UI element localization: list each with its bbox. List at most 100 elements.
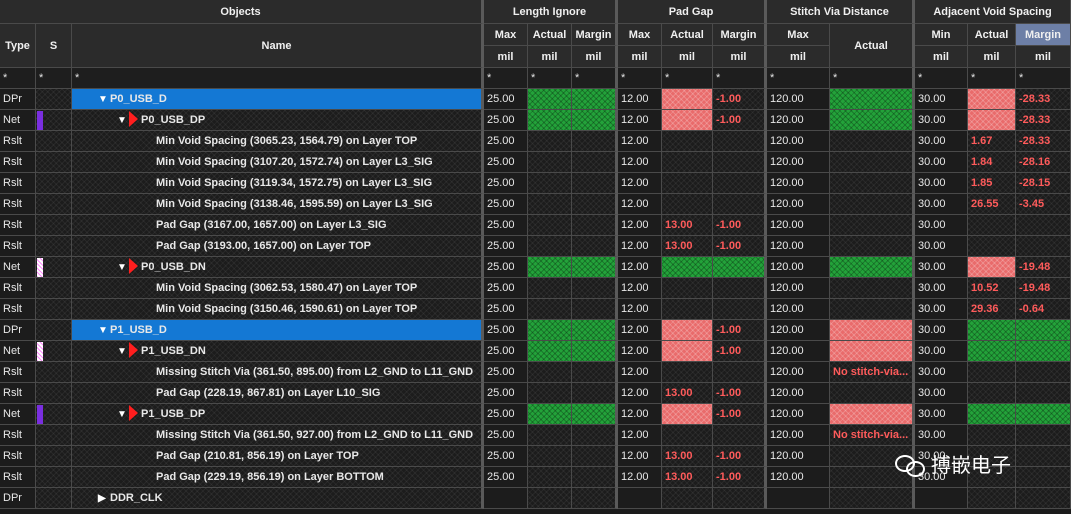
cell-av_margin[interactable] — [1016, 362, 1071, 383]
row-swatch-cell[interactable] — [36, 341, 72, 362]
cell-li_max[interactable]: 25.00 — [484, 383, 528, 404]
cell-li_max[interactable]: 25.00 — [484, 404, 528, 425]
cell-av_margin[interactable]: -28.16 — [1016, 152, 1071, 173]
cell-pg_margin[interactable] — [713, 257, 767, 278]
group-header-pad-gap[interactable]: Pad Gap — [618, 0, 767, 24]
cell-av_actual[interactable] — [968, 110, 1016, 131]
cell-av_actual[interactable]: 29.36 — [968, 299, 1016, 320]
row-type[interactable]: Rslt — [0, 131, 36, 152]
cell-li_margin[interactable] — [572, 488, 618, 509]
row-name-cell[interactable]: Min Void Spacing (3065.23, 1564.79) on L… — [72, 131, 484, 152]
cell-pg_max[interactable] — [618, 488, 662, 509]
cell-pg_margin[interactable] — [713, 152, 767, 173]
cell-li_actual[interactable] — [528, 467, 572, 488]
cell-pg_actual[interactable] — [662, 404, 713, 425]
cell-sv_max[interactable]: 120.00 — [767, 362, 830, 383]
cell-sv_max[interactable]: 120.00 — [767, 89, 830, 110]
column-header-s[interactable]: S — [36, 24, 72, 68]
filter-av_actual[interactable]: * — [968, 68, 1016, 89]
cell-sv_max[interactable]: 120.00 — [767, 299, 830, 320]
cell-pg_max[interactable]: 12.00 — [618, 257, 662, 278]
cell-pg_margin[interactable]: -1.00 — [713, 236, 767, 257]
cell-pg_actual[interactable] — [662, 362, 713, 383]
cell-li_actual[interactable] — [528, 131, 572, 152]
expand-down-icon[interactable]: ▼ — [117, 115, 127, 126]
cell-li_actual[interactable] — [528, 425, 572, 446]
cell-sv_actual[interactable] — [830, 131, 915, 152]
row-type[interactable]: Rslt — [0, 173, 36, 194]
cell-li_margin[interactable] — [572, 467, 618, 488]
row-name-cell[interactable]: ▶ DDR_CLK — [72, 488, 484, 509]
cell-li_max[interactable]: 25.00 — [484, 110, 528, 131]
column-header-pg_actual[interactable]: Actual — [662, 24, 713, 46]
cell-pg_actual[interactable]: 13.00 — [662, 383, 713, 404]
column-header-type[interactable]: Type — [0, 24, 36, 68]
cell-av_min[interactable]: 30.00 — [915, 383, 968, 404]
row-type[interactable]: Rslt — [0, 236, 36, 257]
expand-down-icon[interactable]: ▼ — [117, 409, 127, 420]
cell-pg_max[interactable]: 12.00 — [618, 89, 662, 110]
cell-av_actual[interactable] — [968, 488, 1016, 509]
cell-av_margin[interactable] — [1016, 425, 1071, 446]
cell-av_margin[interactable] — [1016, 488, 1071, 509]
filter-s[interactable]: * — [36, 68, 72, 89]
row-type[interactable]: Rslt — [0, 152, 36, 173]
filter-pg_margin[interactable]: * — [713, 68, 767, 89]
cell-li_margin[interactable] — [572, 383, 618, 404]
expand-down-icon[interactable]: ▼ — [117, 262, 127, 273]
cell-pg_actual[interactable]: 13.00 — [662, 236, 713, 257]
cell-pg_actual[interactable] — [662, 110, 713, 131]
cell-av_min[interactable]: 30.00 — [915, 467, 968, 488]
row-type[interactable]: Rslt — [0, 215, 36, 236]
cell-pg_max[interactable]: 12.00 — [618, 152, 662, 173]
row-swatch-cell[interactable] — [36, 89, 72, 110]
cell-pg_max[interactable]: 12.00 — [618, 341, 662, 362]
cell-av_actual[interactable] — [968, 467, 1016, 488]
cell-pg_margin[interactable] — [713, 362, 767, 383]
cell-pg_max[interactable]: 12.00 — [618, 173, 662, 194]
column-header-pg_margin[interactable]: Margin — [713, 24, 767, 46]
cell-av_min[interactable]: 30.00 — [915, 425, 968, 446]
row-swatch-cell[interactable] — [36, 131, 72, 152]
cell-sv_actual[interactable] — [830, 383, 915, 404]
cell-li_margin[interactable] — [572, 299, 618, 320]
filter-name[interactable]: * — [72, 68, 484, 89]
cell-li_max[interactable]: 25.00 — [484, 425, 528, 446]
cell-pg_actual[interactable] — [662, 320, 713, 341]
cell-sv_max[interactable]: 120.00 — [767, 236, 830, 257]
cell-li_max[interactable]: 25.00 — [484, 236, 528, 257]
row-type[interactable]: Net — [0, 110, 36, 131]
cell-sv_max[interactable]: 120.00 — [767, 425, 830, 446]
cell-pg_actual[interactable] — [662, 89, 713, 110]
filter-av_min[interactable]: * — [915, 68, 968, 89]
expand-down-icon[interactable]: ▼ — [98, 94, 108, 105]
cell-li_actual[interactable] — [528, 383, 572, 404]
cell-li_margin[interactable] — [572, 110, 618, 131]
cell-sv_actual[interactable] — [830, 278, 915, 299]
cell-pg_actual[interactable]: 13.00 — [662, 215, 713, 236]
cell-av_actual[interactable] — [968, 425, 1016, 446]
cell-sv_max[interactable]: 120.00 — [767, 194, 830, 215]
cell-av_min[interactable]: 30.00 — [915, 404, 968, 425]
cell-av_actual[interactable]: 1.85 — [968, 173, 1016, 194]
cell-sv_max[interactable]: 120.00 — [767, 404, 830, 425]
row-swatch-cell[interactable] — [36, 383, 72, 404]
cell-li_margin[interactable] — [572, 278, 618, 299]
cell-pg_margin[interactable] — [713, 488, 767, 509]
cell-li_margin[interactable] — [572, 215, 618, 236]
row-name-cell[interactable]: ▼ P1_USB_DP — [72, 404, 484, 425]
cell-li_actual[interactable] — [528, 341, 572, 362]
cell-av_actual[interactable]: 1.84 — [968, 152, 1016, 173]
row-name-cell[interactable]: Pad Gap (3193.00, 1657.00) on Layer TOP — [72, 236, 484, 257]
cell-sv_actual[interactable] — [830, 257, 915, 278]
cell-av_actual[interactable] — [968, 383, 1016, 404]
row-swatch-cell[interactable] — [36, 278, 72, 299]
cell-pg_actual[interactable] — [662, 257, 713, 278]
cell-pg_max[interactable]: 12.00 — [618, 404, 662, 425]
row-type[interactable]: Rslt — [0, 299, 36, 320]
cell-av_margin[interactable]: -19.48 — [1016, 278, 1071, 299]
row-type[interactable]: Rslt — [0, 467, 36, 488]
row-name-cell[interactable]: Pad Gap (228.19, 867.81) on Layer L10_SI… — [72, 383, 484, 404]
cell-av_margin[interactable]: -28.33 — [1016, 131, 1071, 152]
cell-sv_actual[interactable] — [830, 89, 915, 110]
